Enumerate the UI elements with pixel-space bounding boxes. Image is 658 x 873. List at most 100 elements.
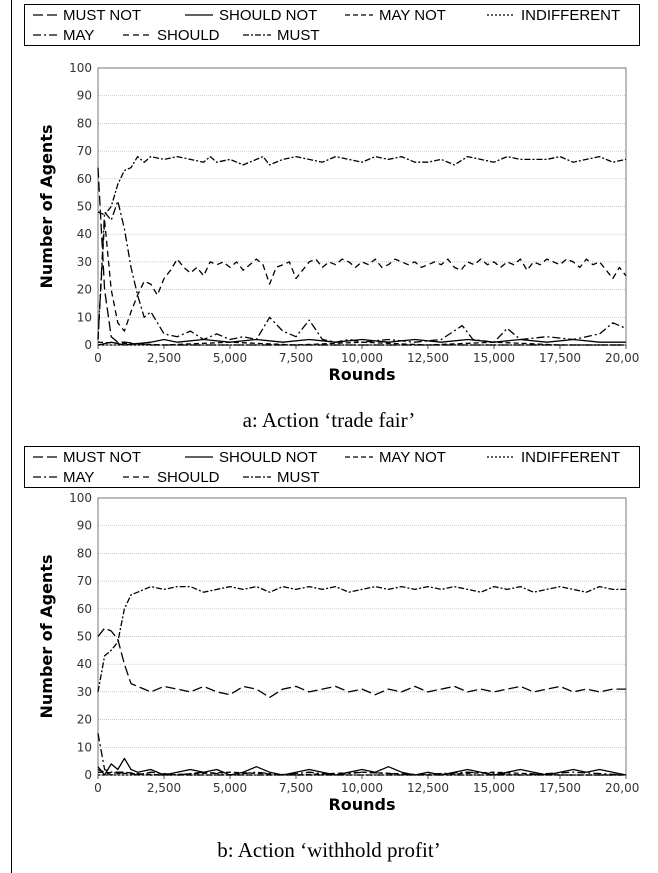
legend-swatch-indifferent	[487, 14, 515, 16]
x-tick-label: 7,500	[279, 351, 313, 365]
legend-item-must-not: MUST NOT	[33, 447, 141, 467]
x-tick-label: 17,500	[539, 351, 581, 365]
legend-item-must-not: MUST NOT	[33, 5, 141, 25]
legend-swatch-may-not	[345, 456, 373, 458]
x-tick-label: 20,000	[605, 781, 640, 795]
legend-swatch-may-not	[345, 14, 373, 16]
x-tick-label: 2,500	[147, 351, 181, 365]
chart-withhold-profit: 0 10 20 30 40 50 60 70 80 90 100 0 2,500 5,000 7,500 10…	[37, 491, 640, 814]
series-line-must-not	[97, 167, 626, 346]
x-axis-title: Rounds	[328, 795, 395, 814]
y-tick-label: 50	[77, 630, 92, 644]
x-tick-label: 15,000	[473, 781, 515, 795]
legend-item-must: MUST	[243, 467, 320, 487]
y-tick-label: 60	[77, 602, 92, 616]
legend-item-may-not: MAY NOT	[345, 447, 446, 467]
legend-item-indifferent: INDIFFERENT	[487, 447, 620, 467]
legend-label: MAY	[63, 26, 95, 44]
page-left-rule	[11, 0, 12, 873]
y-tick-label: 80	[77, 116, 92, 130]
y-tick-label: 0	[84, 768, 92, 782]
caption-trade-fair: a: Action ‘trade fair’	[242, 408, 416, 432]
legend-label: SHOULD	[157, 26, 220, 44]
y-tick-label: 30	[77, 255, 92, 269]
y-tick-label: 40	[77, 227, 92, 241]
chart-trade-fair: 0 10 20 30 40 50 60 70 80 90 100 0 2,500 5,000 7,500 10…	[37, 61, 640, 384]
legend-swatch-must-not	[33, 14, 57, 16]
legend-swatch-must-not	[33, 456, 57, 458]
legend-item-should-not: SHOULD NOT	[185, 447, 317, 467]
legend-item-should: SHOULD	[123, 25, 220, 45]
y-tick-label: 10	[77, 740, 92, 754]
series-line-must-not	[97, 627, 626, 699]
legend-swatch-may	[33, 34, 57, 36]
y-axis-title: Number of Agents	[37, 555, 56, 719]
y-tick-label: 50	[77, 200, 92, 214]
legend-item-should-not: SHOULD NOT	[185, 5, 317, 25]
x-tick-label: 0	[94, 351, 102, 365]
x-tick-label: 12,500	[407, 351, 449, 365]
legend-label: SHOULD	[157, 468, 220, 486]
caption-withhold-profit: b: Action ‘withhold profit’	[217, 838, 441, 862]
legend-swatch-should-not	[185, 456, 213, 458]
y-tick-label: 100	[69, 61, 92, 75]
x-tick-label: 15,000	[473, 351, 515, 365]
x-tick-label: 12,500	[407, 781, 449, 795]
legend-swatch-indifferent	[487, 456, 515, 458]
x-tick-label: 0	[94, 781, 102, 795]
x-tick-label: 10,000	[341, 781, 383, 795]
series-line-should	[97, 768, 626, 776]
x-tick-label: 10,000	[341, 351, 383, 365]
y-axis-title: Number of Agents	[37, 125, 56, 289]
x-tick-label: 20,000	[605, 351, 640, 365]
legend-bottom: MUST NOT SHOULD NOT MAY NOT INDIFFERENT …	[24, 446, 640, 488]
series-line-must	[97, 585, 626, 693]
legend-label: MAY	[63, 468, 95, 486]
legend-top: MUST NOT SHOULD NOT MAY NOT INDIFFERENT …	[24, 4, 640, 46]
legend-item-may: MAY	[33, 25, 94, 45]
legend-label: MUST	[277, 26, 320, 44]
y-tick-label: 70	[77, 574, 92, 588]
legend-label: MUST NOT	[63, 6, 142, 24]
y-tick-label: 90	[77, 519, 92, 533]
x-tick-label: 7,500	[279, 781, 313, 795]
legend-swatch-may	[33, 476, 57, 478]
legend-swatch-should	[123, 476, 151, 478]
legend-swatch-must	[243, 34, 271, 36]
legend-label: SHOULD NOT	[219, 448, 318, 466]
legend-item-must: MUST	[243, 25, 320, 45]
legend-swatch-should	[123, 34, 151, 36]
legend-label: INDIFFERENT	[521, 448, 621, 466]
series-line-may	[97, 200, 627, 343]
y-tick-label: 0	[84, 338, 92, 352]
legend-label: SHOULD NOT	[219, 6, 318, 24]
legend-label: MAY NOT	[379, 448, 446, 466]
y-tick-label: 90	[77, 89, 92, 103]
legend-label: MUST NOT	[63, 448, 142, 466]
legend-item-should: SHOULD	[123, 467, 220, 487]
legend-item-indifferent: INDIFFERENT	[487, 5, 620, 25]
legend-item-may-not: MAY NOT	[345, 5, 446, 25]
y-tick-label: 70	[77, 144, 92, 158]
legend-label: MAY NOT	[379, 6, 446, 24]
x-tick-label: 5,000	[213, 781, 247, 795]
legend-swatch-must	[243, 476, 271, 478]
y-tick-label: 20	[77, 283, 92, 297]
legend-label: MUST	[277, 468, 320, 486]
x-tick-label: 17,500	[539, 781, 581, 795]
y-tick-label: 100	[69, 491, 92, 505]
y-tick-label: 30	[77, 685, 92, 699]
legend-label: INDIFFERENT	[521, 6, 621, 24]
x-tick-label: 5,000	[213, 351, 247, 365]
series-line-should	[97, 219, 627, 340]
y-tick-label: 20	[77, 713, 92, 727]
series-line-may	[97, 733, 627, 776]
x-axis-title: Rounds	[328, 365, 395, 384]
y-tick-label: 80	[77, 546, 92, 560]
y-tick-label: 10	[77, 310, 92, 324]
legend-item-may: MAY	[33, 467, 94, 487]
y-tick-label: 60	[77, 172, 92, 186]
series-line-must	[97, 155, 627, 216]
y-tick-label: 40	[77, 657, 92, 671]
legend-swatch-should-not	[185, 14, 213, 16]
